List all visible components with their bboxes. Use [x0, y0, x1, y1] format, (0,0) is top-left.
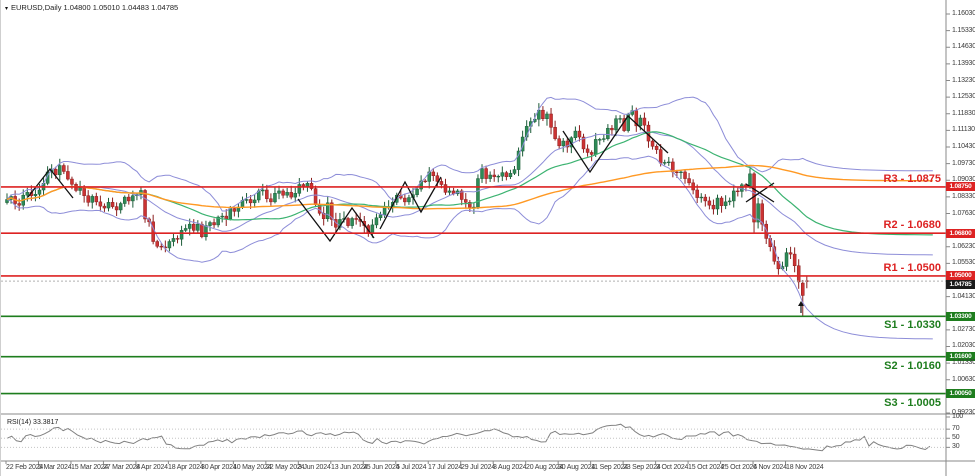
time-axis[interactable] [1, 461, 946, 476]
date-label: 3 Oct 2024 [656, 464, 689, 471]
date-label: 5 Mar 2024 [38, 464, 72, 471]
support-resistance-label-S3: S3 - 1.0005 [884, 397, 941, 409]
date-label: 11 Sep 2024 [591, 464, 628, 471]
date-label: 22 Feb 2024 [6, 464, 44, 471]
date-label: 10 May 2024 [233, 464, 272, 471]
date-label: 3 Jun 2024 [298, 464, 331, 471]
price-tick-label: 1.12530 [952, 93, 975, 100]
date-label: 27 Mar 2024 [103, 464, 141, 471]
date-label: 25 Jun 2024 [363, 464, 400, 471]
rsi-scale-label: 70 [952, 425, 960, 432]
price-tick-label: 1.13230 [952, 77, 975, 84]
axis-price-box-S2: 1.01600 [946, 352, 975, 361]
date-label: 17 Jul 2024 [428, 464, 462, 471]
date-label: 13 Jun 2024 [331, 464, 368, 471]
price-tick-label: 1.13930 [952, 60, 975, 67]
price-tick-label: 1.01330 [952, 359, 975, 366]
date-label: 8 Apr 2024 [136, 464, 168, 471]
axis-current-price-box: 1.04785 [946, 280, 975, 289]
price-tick-label: 1.11830 [952, 110, 975, 117]
chart-title-text: EURUSD,Daily 1.04800 1.05010 1.04483 1.0… [11, 3, 179, 12]
price-tick-label: 1.08330 [952, 193, 975, 200]
price-tick-label: 1.02030 [952, 342, 975, 349]
price-axis[interactable] [946, 0, 975, 461]
date-label: 30 Apr 2024 [201, 464, 237, 471]
price-tick-label: 1.10430 [952, 143, 975, 150]
collapse-icon[interactable]: ▾ [5, 6, 9, 12]
price-tick-label: 1.09730 [952, 160, 975, 167]
axis-price-box-S1: 1.03300 [946, 312, 975, 321]
chart-title: ▾ EURUSD,Daily 1.04800 1.05010 1.04483 1.… [5, 3, 178, 14]
date-label: 5 Jul 2024 [396, 464, 427, 471]
date-label: 8 Aug 2024 [493, 464, 527, 471]
date-label: 20 Aug 2024 [526, 464, 564, 471]
support-resistance-label-R1: R1 - 1.0500 [883, 262, 941, 274]
price-tick-label: 1.05530 [952, 259, 975, 266]
price-tick-label: 1.14630 [952, 43, 975, 50]
rsi-scale-label: 50 [952, 434, 960, 441]
date-label: 22 May 2024 [266, 464, 305, 471]
date-label: 18 Apr 2024 [168, 464, 204, 471]
axis-price-box-S3: 1.00050 [946, 389, 975, 398]
price-tick-label: 1.04130 [952, 293, 975, 300]
date-label: 30 Aug 2024 [558, 464, 596, 471]
date-label: 15 Oct 2024 [688, 464, 724, 471]
axis-price-box-R1: 1.05000 [946, 271, 975, 280]
date-label: 23 Sep 2024 [623, 464, 661, 471]
support-resistance-label-S1: S1 - 1.0330 [884, 319, 941, 331]
price-tick-label: 1.09030 [952, 176, 975, 183]
date-label: 15 Mar 2024 [71, 464, 109, 471]
price-tick-label: 0.99230 [952, 409, 975, 416]
price-tick-label: 1.02730 [952, 326, 975, 333]
axis-price-box-R2: 1.06800 [946, 229, 975, 238]
price-tick-label: 1.06230 [952, 243, 975, 250]
date-label: 18 Nov 2024 [786, 464, 824, 471]
rsi-scale-label: 100 [952, 413, 964, 420]
rsi-scale-label: 30 [952, 443, 960, 450]
price-tick-label: 1.11130 [952, 126, 975, 133]
price-tick-label: 1.00630 [952, 376, 975, 383]
price-tick-label: 1.07630 [952, 210, 975, 217]
date-label: 25 Oct 2024 [721, 464, 757, 471]
date-label: 6 Nov 2024 [753, 464, 787, 471]
rsi-indicator-label: RSI(14) 33.3817 [7, 419, 59, 426]
axis-price-box-R3: 1.08750 [946, 182, 975, 191]
support-resistance-label-R2: R2 - 1.0680 [883, 219, 941, 231]
support-resistance-label-R3: R3 - 1.0875 [883, 173, 941, 185]
pane-resize-handle[interactable] [1, 411, 946, 417]
price-tick-label: 1.16030 [952, 10, 975, 17]
date-label: 29 Jul 2024 [461, 464, 495, 471]
support-resistance-label-S2: S2 - 1.0160 [884, 360, 941, 372]
price-tick-label: 1.15330 [952, 27, 975, 34]
